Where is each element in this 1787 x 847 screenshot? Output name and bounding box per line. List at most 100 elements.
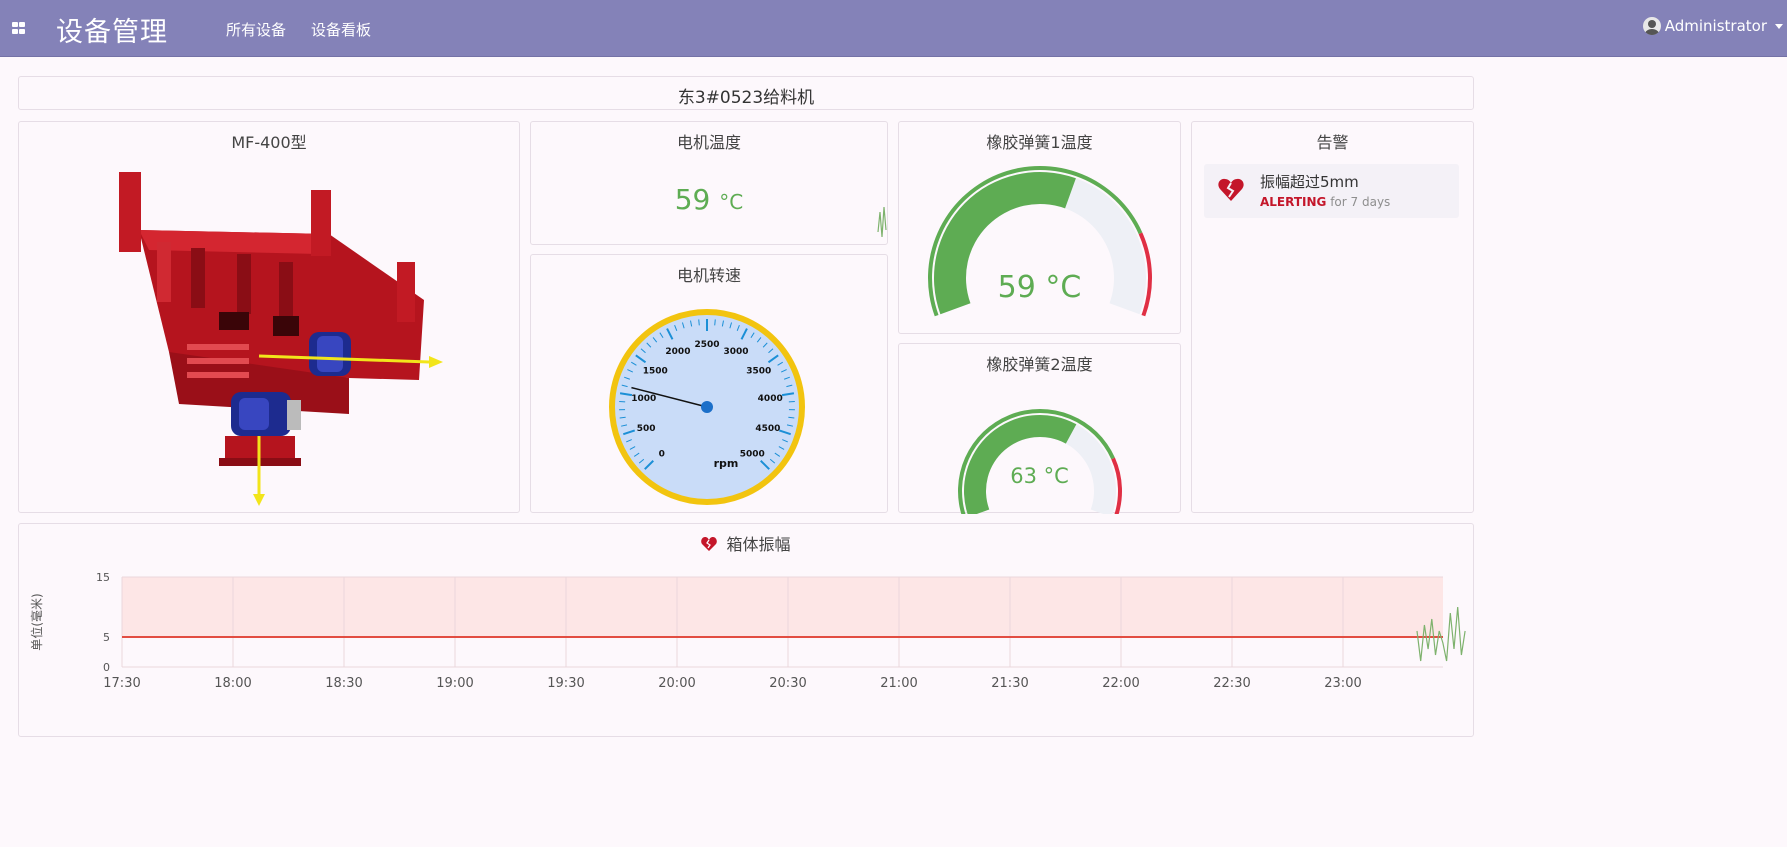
chevron-down-icon	[1775, 23, 1783, 29]
model-panel-title: MF-400型	[231, 133, 307, 152]
x-tick-label: 23:00	[1324, 676, 1361, 691]
rpm-tick-label: 500	[637, 424, 656, 434]
rpm-tick	[690, 320, 693, 327]
spring1-value: 59 °C	[997, 270, 1082, 305]
motor-temp-value: 59 °C	[674, 183, 744, 216]
rpm-tick-label: 5000	[740, 449, 765, 459]
user-name: Administrator	[1664, 17, 1767, 35]
rpm-tick	[782, 439, 788, 443]
rpm-tick	[674, 324, 678, 331]
rpm-tick	[666, 328, 674, 340]
rpm-tick	[767, 354, 779, 364]
rpm-tick	[781, 392, 795, 397]
feeder-machine-image	[119, 172, 443, 506]
x-tick-label: 19:00	[436, 676, 473, 691]
rpm-tick-label: 0	[659, 449, 665, 459]
rpm-tick-label: 2000	[665, 347, 690, 357]
alert-item[interactable]: 振幅超过5mm ALERTING for 7 days	[1204, 164, 1459, 218]
rpm-unit-label: rpm	[714, 457, 739, 470]
rpm-tick	[631, 361, 637, 366]
x-tick-label: 20:30	[769, 676, 806, 691]
rpm-tick-label: 3000	[724, 347, 749, 357]
rpm-needle	[631, 386, 708, 408]
gauge-threshold-alert	[1138, 232, 1152, 317]
gauge-threshold-alert	[1111, 457, 1122, 514]
user-menu[interactable]: Administrator	[1642, 17, 1783, 35]
rpm-tick	[627, 369, 634, 373]
chart-title: 箱体振幅	[726, 535, 791, 554]
x-tick-label: 22:00	[1102, 676, 1139, 691]
rpm-tick	[698, 319, 700, 326]
x-tick-label: 20:00	[658, 676, 695, 691]
spring2-value: 63 °C	[1010, 464, 1069, 488]
alert-region	[122, 577, 1443, 637]
rpm-tick	[652, 337, 658, 343]
rpm-tick	[721, 320, 724, 327]
rpm-tick	[760, 460, 770, 470]
rpm-tick	[750, 332, 755, 339]
rpm-tick	[659, 332, 664, 339]
vibration-chart-panel: 箱体振幅 17:30 18:00 18:30 19:00 19:30 20:00 20:30…	[18, 523, 1474, 737]
rpm-tick	[740, 328, 748, 340]
rpm-tick	[619, 392, 633, 397]
top-navbar: 设备管理 所有设备 设备看板 Administrator	[0, 0, 1787, 57]
avatar	[1642, 17, 1661, 35]
motor-temp-sparkline	[877, 206, 887, 238]
apps-grid-icon[interactable]	[12, 22, 26, 34]
device-title-panel: 东3#0523给料机	[18, 76, 1474, 110]
x-tick-label: 21:30	[991, 676, 1028, 691]
motor-temp-title: 电机温度	[676, 133, 741, 152]
rpm-tick	[736, 324, 740, 331]
rpm-tick	[635, 354, 647, 364]
broken-heart-icon	[1218, 178, 1244, 201]
rpm-tick	[622, 429, 636, 436]
spring2-gauge	[958, 409, 1122, 514]
rpm-tick-label: 2500	[694, 340, 719, 350]
motor-temp-panel: 电机温度 59 °C	[530, 121, 888, 245]
rpm-tick	[729, 322, 733, 329]
alerts-panel: 告警 振幅超过5mm ALERTING for 7 days	[1191, 121, 1474, 513]
model-panel: MF-400型	[18, 121, 520, 513]
rpm-tick-label: 1500	[643, 366, 668, 376]
rpm-tick-label: 4500	[755, 424, 780, 434]
rpm-tick	[621, 384, 628, 388]
series-line	[1416, 606, 1466, 662]
x-tick-label: 19:30	[547, 676, 584, 691]
y-tick-label: 0	[103, 661, 110, 674]
motor-speed-panel: 电机转速 0 500 1000 1500 2000 2500 3000 3500 4000 450…	[530, 254, 888, 513]
rpm-tick	[626, 439, 632, 443]
chart-title-row: 箱体振幅	[19, 531, 1473, 555]
gauge-value-arc	[934, 172, 1076, 315]
alert-name: 振幅超过5mm	[1260, 173, 1359, 191]
rpm-tick	[774, 452, 781, 457]
vibration-chart: 17:30 18:00 18:30 19:00 19:30 20:00 20:30 21:00…	[29, 571, 1466, 691]
alert-state: ALERTING for 7 days	[1260, 195, 1391, 209]
broken-heart-icon	[701, 537, 718, 551]
nav-device-board[interactable]: 设备看板	[311, 21, 372, 39]
rpm-tick	[629, 446, 636, 450]
spring1-panel: 橡胶弹簧1温度 59 °C	[898, 121, 1181, 334]
nav-all-devices[interactable]: 所有设备	[226, 21, 287, 39]
rpm-tick	[714, 319, 716, 326]
rpm-tick	[621, 424, 628, 427]
rpm-tick	[777, 361, 783, 366]
rpm-tick	[778, 429, 792, 436]
rpm-tick	[638, 458, 645, 464]
rpm-tick	[780, 369, 787, 373]
rpm-tick	[756, 337, 762, 343]
rpm-tick	[646, 342, 652, 348]
rpm-gauge: 0 500 1000 1500 2000 2500 3000 3500 4000 4500 5000…	[609, 309, 805, 505]
app-title[interactable]: 设备管理	[56, 17, 168, 48]
rpm-tick	[624, 376, 631, 380]
x-tick-label: 18:30	[325, 676, 362, 691]
spring1-gauge	[927, 165, 1152, 317]
rpm-needle-hub	[701, 401, 713, 413]
y-axis-label: 单位(毫米)	[29, 593, 44, 650]
rpm-tick	[786, 384, 793, 388]
rpm-tick	[768, 348, 774, 354]
rpm-tick	[762, 342, 768, 348]
rpm-tick	[681, 322, 685, 329]
device-title: 东3#0523给料机	[677, 88, 815, 108]
rpm-tick	[786, 424, 793, 427]
spring2-title: 橡胶弹簧2温度	[986, 355, 1093, 374]
